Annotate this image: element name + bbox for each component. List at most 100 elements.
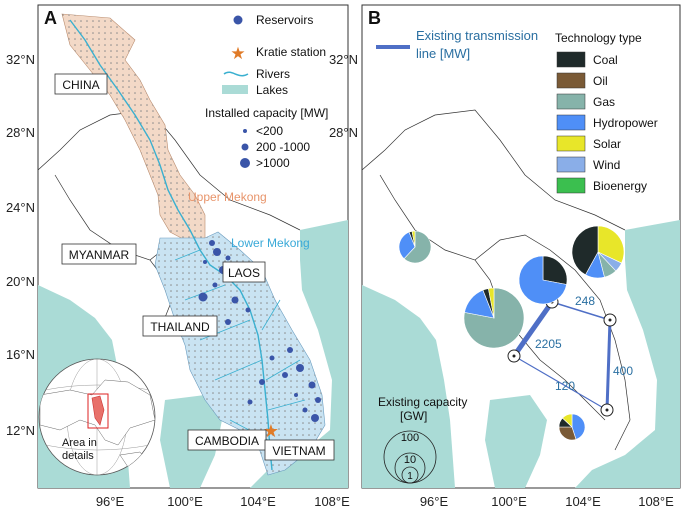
legend-kratie: Kratie station [256,45,326,59]
scale-1: 1 [407,471,413,482]
line-label-400: 400 [613,364,633,378]
lat-tick: 16°N [6,347,35,362]
reservoir [282,372,288,378]
tech-swatch [556,51,586,68]
reservoir [259,379,265,385]
tech-label: Hydropower [593,116,658,130]
lon-tick: 100°E [167,494,203,509]
tech-swatch [556,135,586,152]
capacity-pie [571,225,625,279]
capacity-large-icon [240,158,250,168]
capacity-scale: Existing capacity [GW] 100 10 1 [378,395,467,484]
panel-a: ★ A Reservoirs ★ Kratie station Rivers L… [6,4,350,509]
lat-tick: 12°N [6,423,35,438]
reservoir [203,260,207,264]
legend-rivers: Rivers [256,67,290,81]
reservoir [315,397,321,403]
lat-tick: 24°N [6,200,35,215]
legend-cap-small: <200 [256,124,283,138]
reservoir [296,364,304,372]
reservoir [245,307,251,313]
pie-slice [411,230,416,248]
transmission-legend-line1: Existing transmission [416,28,538,43]
lon-tick: 104°E [565,494,601,509]
axis-lon-b: 96°E 100°E 104°E 108°E [420,494,674,509]
pie-slice [518,255,567,305]
reservoir [231,296,239,304]
line-label-120: 120 [555,379,575,393]
reservoir-legend-icon [233,15,243,25]
pie-slice [562,413,573,428]
tech-swatch [556,72,586,89]
lat-tick: 28°N [329,125,358,140]
label-thailand: THAILAND [150,320,210,334]
reservoir [311,414,319,422]
country-labels-a: CHINA MYANMAR LAOS THAILAND CAMBODIA VIE… [54,73,335,461]
country-borders-b [362,109,631,451]
lon-tick: 96°E [96,494,125,509]
reservoir [212,282,218,288]
capacity-small-icon [243,129,247,133]
tech-swatch [556,156,586,173]
label-china: CHINA [62,78,99,92]
tech-label: Wind [593,158,620,172]
label-upper-mekong: Upper Mekong [188,190,267,204]
lon-tick: 100°E [491,494,527,509]
reservoir [302,407,308,413]
inset-label-line1: Area in [62,437,97,449]
reservoir [225,255,231,261]
tech-label: Coal [593,53,618,67]
tech-legend-title: Technology type [555,31,642,45]
tech-label: Solar [593,137,621,151]
tech-label: Gas [593,95,615,109]
pie-slice [571,225,599,276]
capacity-pie [518,255,568,305]
line-label-2205: 2205 [535,337,562,351]
line-248 [551,301,611,321]
tributaries [174,249,306,441]
pie-slice [398,231,416,260]
legend-cap-mid: 200 -1000 [256,140,310,154]
capacity-pie [558,413,586,441]
label-lower-mekong: Lower Mekong [231,236,310,250]
legend-capacity-title: Installed capacity [MW] [205,106,328,120]
lon-tick: 108°E [638,494,674,509]
pie-slice [558,426,577,441]
reservoir [269,355,275,361]
scale-10: 10 [404,454,416,466]
sea-south-china [250,220,348,488]
capacity-pies [398,225,625,441]
label-cambodia: CAMBODIA [195,434,259,448]
axis-lat-b: 32°N 28°N [329,52,358,140]
axis-lat-a: 32°N 28°N 24°N 20°N 16°N 12°N [6,52,35,438]
capacity-scale-title-line1: Existing capacity [378,395,467,409]
pie-slice [571,413,586,440]
lon-tick: 96°E [420,494,449,509]
tech-label: Bioenergy [593,179,647,193]
line-400 [605,319,612,411]
line-label-248: 248 [575,294,595,308]
pie-slice [403,230,432,264]
panel-b-letter: B [368,8,381,28]
lon-tick: 108°E [314,494,350,509]
lon-tick: 104°E [240,494,276,509]
inset-label-line2: details [62,450,94,462]
sea-b-east [575,220,680,488]
line-2205 [511,300,555,358]
kratie-legend-icon: ★ [230,44,245,63]
kratie-station-marker: ★ [263,421,279,441]
tech-label: Oil [593,74,608,88]
pie-slice [542,255,568,285]
legend-lakes: Lakes [256,83,288,97]
transmission-lines [511,300,612,411]
capacity-mid-icon [241,143,249,151]
legend-reservoirs: Reservoirs [256,13,313,27]
legend-a: Reservoirs ★ Kratie station Rivers Lakes… [205,13,328,170]
tech-swatch [556,114,586,131]
line-120 [513,355,608,411]
reservoir [308,381,316,389]
label-laos: LAOS [228,266,260,280]
reservoir [225,319,231,325]
sea-b-gulf [485,395,547,488]
